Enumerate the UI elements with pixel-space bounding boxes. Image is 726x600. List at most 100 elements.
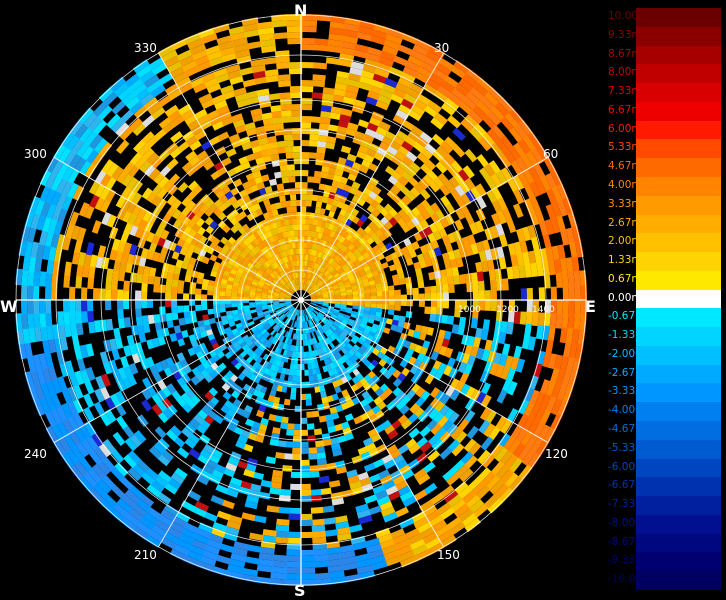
velocity-bin bbox=[159, 284, 166, 293]
velocity-bin bbox=[99, 186, 112, 201]
velocity-bin bbox=[246, 236, 254, 244]
velocity-bin bbox=[261, 289, 269, 293]
velocity-bin bbox=[434, 390, 446, 402]
velocity-bin bbox=[277, 340, 283, 348]
velocity-bin bbox=[273, 332, 280, 339]
velocity-bin bbox=[92, 288, 100, 300]
velocity-bin bbox=[325, 541, 341, 549]
velocity-bin bbox=[281, 315, 287, 321]
velocity-bin bbox=[114, 462, 129, 477]
velocity-bin bbox=[280, 329, 286, 336]
velocity-bin bbox=[291, 242, 296, 249]
velocity-bin bbox=[528, 389, 540, 406]
velocity-bin bbox=[419, 61, 437, 74]
velocity-bin bbox=[177, 286, 184, 294]
velocity-bin bbox=[146, 299, 154, 309]
velocity-bin bbox=[314, 289, 321, 293]
velocity-bin bbox=[301, 37, 317, 45]
velocity-bin bbox=[185, 135, 199, 147]
velocity-bin bbox=[294, 309, 298, 315]
velocity-bin bbox=[268, 265, 275, 272]
velocity-bin bbox=[301, 103, 313, 111]
legend-swatch bbox=[636, 45, 721, 65]
velocity-bin bbox=[134, 430, 147, 444]
velocity-bin bbox=[330, 315, 337, 321]
velocity-bin bbox=[245, 153, 256, 162]
velocity-bin bbox=[220, 315, 228, 322]
velocity-bin bbox=[266, 505, 280, 513]
velocity-bin bbox=[290, 103, 302, 111]
velocity-bin bbox=[40, 325, 49, 341]
velocity-bin bbox=[358, 293, 365, 298]
velocity-bin bbox=[79, 159, 92, 175]
velocity-bin bbox=[464, 517, 481, 533]
velocity-bin bbox=[330, 412, 340, 420]
legend-swatch bbox=[636, 571, 721, 590]
velocity-bin bbox=[273, 122, 284, 131]
velocity-bin bbox=[260, 344, 267, 352]
velocity-bin bbox=[157, 470, 172, 483]
velocity-bin bbox=[427, 450, 441, 463]
velocity-bin bbox=[499, 419, 513, 434]
velocity-bin bbox=[251, 145, 262, 154]
velocity-bin bbox=[175, 538, 192, 551]
velocity-bin bbox=[16, 327, 25, 345]
velocity-bin bbox=[284, 284, 290, 290]
velocity-bin bbox=[392, 369, 402, 379]
velocity-bin bbox=[148, 168, 161, 181]
velocity-bin bbox=[333, 321, 340, 328]
velocity-bin bbox=[468, 109, 483, 125]
velocity-bin bbox=[144, 534, 161, 548]
velocity-bin bbox=[332, 246, 339, 254]
velocity-bin bbox=[21, 269, 29, 286]
velocity-bin bbox=[506, 408, 519, 424]
velocity-bin bbox=[165, 312, 173, 322]
velocity-bin bbox=[418, 499, 434, 512]
velocity-bin bbox=[320, 276, 327, 282]
velocity-bin bbox=[555, 215, 566, 232]
velocity-bin bbox=[460, 451, 474, 465]
velocity-bin bbox=[65, 360, 75, 376]
velocity-bin bbox=[154, 361, 164, 373]
radar-ppi-display[interactable] bbox=[0, 0, 600, 600]
velocity-bin bbox=[272, 270, 279, 276]
velocity-bin bbox=[236, 325, 244, 332]
velocity-bin bbox=[331, 497, 345, 506]
velocity-bin bbox=[252, 231, 260, 239]
velocity-bin bbox=[378, 501, 393, 512]
velocity-bin bbox=[466, 335, 476, 347]
velocity-bin bbox=[344, 268, 352, 275]
velocity-bin bbox=[346, 300, 353, 303]
velocity-bin bbox=[213, 463, 227, 474]
velocity-bin bbox=[347, 273, 355, 280]
velocity-bin bbox=[21, 283, 28, 300]
velocity-bin bbox=[367, 505, 382, 516]
velocity-bin bbox=[545, 188, 558, 206]
legend-label: -6.67m/s bbox=[608, 479, 655, 492]
legend-entry: -7.33m/s bbox=[606, 496, 721, 515]
velocity-bin bbox=[398, 160, 410, 172]
velocity-bin bbox=[142, 377, 152, 389]
velocity-bin bbox=[387, 145, 399, 157]
velocity-bin bbox=[545, 339, 554, 355]
velocity-bin bbox=[349, 480, 362, 490]
velocity-bin bbox=[343, 314, 351, 319]
velocity-bin bbox=[160, 509, 176, 522]
velocity-bin bbox=[225, 64, 241, 74]
velocity-bin bbox=[409, 365, 419, 375]
velocity-bin bbox=[280, 306, 287, 310]
velocity-bin bbox=[280, 104, 292, 111]
velocity-bin bbox=[340, 274, 348, 280]
velocity-bin bbox=[279, 98, 292, 106]
velocity-bin bbox=[550, 170, 563, 188]
velocity-bin bbox=[174, 510, 191, 523]
velocity-bin bbox=[102, 361, 113, 375]
velocity-bin bbox=[291, 254, 295, 261]
velocity-bin bbox=[309, 281, 314, 288]
velocity-bin bbox=[273, 303, 280, 306]
velocity-bin bbox=[430, 285, 437, 294]
velocity-bin bbox=[212, 237, 221, 246]
velocity-bin bbox=[449, 389, 461, 401]
velocity-bin bbox=[288, 289, 294, 295]
velocity-bin bbox=[207, 50, 224, 61]
